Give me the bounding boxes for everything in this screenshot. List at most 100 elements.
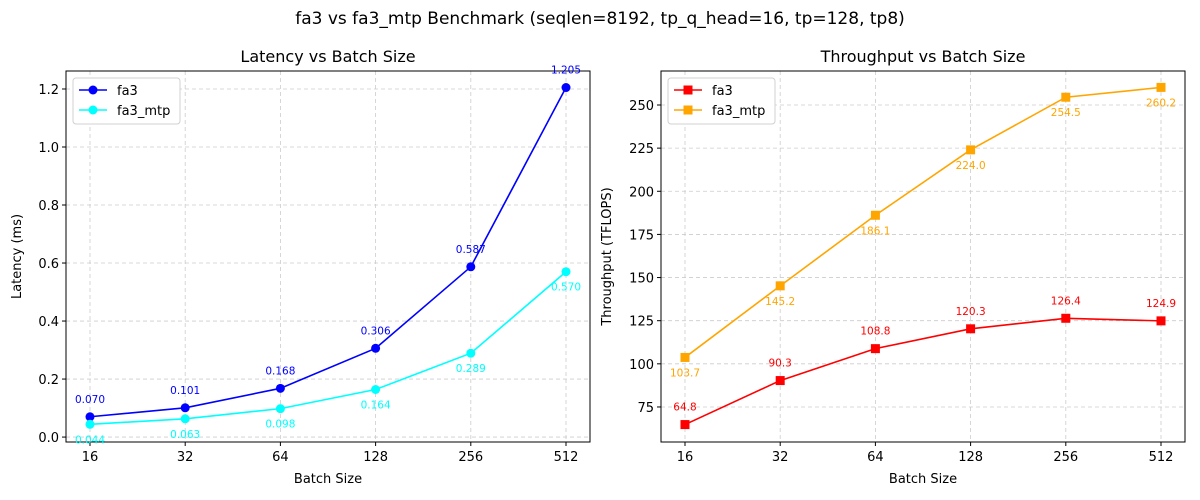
data-label-fa3_mtp: 186.1 [860,225,890,237]
data-point-fa3_mtp [466,348,476,358]
x-tick-label: 64 [272,450,289,465]
x-tick-label: 512 [554,450,579,465]
data-label-fa3: 108.8 [860,326,890,338]
data-point-fa3_mtp [180,414,190,424]
figure-title: fa3 vs fa3_mtp Benchmark (seqlen=8192, t… [295,9,905,29]
data-label-fa3_mtp: 224.0 [956,160,986,172]
y-tick-label: 150 [629,272,654,287]
data-point-fa3 [1156,316,1166,326]
legend-marker-fa3_mtp [683,105,693,115]
axes-frame [660,70,1186,443]
legend: fa3 fa3_mtp [667,77,776,125]
x-tick-label: 32 [772,450,789,465]
legend: fa3 fa3_mtp [72,77,181,125]
y-tick-label: 75 [637,401,654,416]
legend-label-fa3_mtp: fa3_mtp [117,104,170,119]
y-tick-label: 0.0 [38,431,59,446]
data-point-fa3 [371,343,381,353]
x-axis-label: Batch Size [889,472,957,487]
data-point-fa3 [680,420,690,430]
data-label-fa3: 126.4 [1051,295,1081,307]
series-line-fa3_mtp [89,271,567,426]
y-tick-label: 0.6 [38,257,59,272]
data-point-fa3 [561,83,571,93]
data-point-fa3_mtp [275,404,285,414]
chart-title: Latency vs Batch Size [240,47,415,66]
data-label-fa3: 0.101 [170,385,200,397]
data-point-fa3_mtp [966,145,976,155]
data-label-fa3: 90.3 [768,358,791,370]
x-tick-label: 256 [1053,450,1078,465]
data-label-fa3_mtp: 145.2 [765,296,795,308]
data-label-fa3: 120.3 [956,306,986,318]
x-tick-label: 512 [1149,450,1174,465]
y-tick-label: 0.4 [38,315,59,330]
y-tick-label: 200 [629,185,654,200]
data-point-fa3_mtp [85,419,95,429]
data-label-fa3: 0.587 [456,244,486,256]
data-label-fa3_mtp: 0.063 [170,429,200,441]
legend-marker-fa3_mtp [88,105,98,115]
data-point-fa3 [870,344,880,354]
series-line-fa3 [684,317,1162,426]
data-point-fa3_mtp [561,267,571,277]
chart-title: Throughput vs Batch Size [820,47,1026,66]
data-point-fa3_mtp [775,281,785,291]
y-axis-label: Throughput (TFLOPS) [600,187,615,326]
data-point-fa3_mtp [371,384,381,394]
data-point-fa3_mtp [1156,82,1166,92]
y-tick-label: 0.2 [38,373,59,388]
data-point-fa3 [966,324,976,334]
legend-marker-fa3 [88,85,98,95]
data-point-fa3 [180,403,190,413]
data-label-fa3: 0.070 [75,394,105,406]
x-axis-label: Batch Size [294,472,362,487]
data-point-fa3_mtp [870,210,880,220]
x-tick-label: 32 [177,450,194,465]
y-axis-label: Latency (ms) [10,214,25,299]
x-tick-label: 128 [958,450,983,465]
data-point-fa3 [466,262,476,272]
x-tick-label: 256 [458,450,483,465]
data-label-fa3: 64.8 [673,402,696,414]
data-point-fa3_mtp [1061,92,1071,102]
data-label-fa3_mtp: 0.570 [551,282,581,294]
y-tick-label: 0.8 [38,199,59,214]
x-tick-label: 128 [363,450,388,465]
data-label-fa3_mtp: 254.5 [1051,107,1081,119]
data-label-fa3: 1.205 [551,65,581,77]
y-tick-label: 100 [629,358,654,373]
y-tick-label: 1.2 [38,83,59,98]
series-line-fa3_mtp [684,86,1162,359]
legend-marker-fa3 [683,85,693,95]
series-line-fa3 [89,87,567,418]
chart-1: 16 32 64 128 256 512 75 100 125 150 175 200 225 250 Th… [600,47,1186,487]
y-tick-label: 1.0 [38,141,59,156]
y-tick-label: 125 [629,315,654,330]
data-label-fa3: 0.306 [361,325,391,337]
data-label-fa3_mtp: 0.044 [75,434,105,446]
x-tick-label: 16 [677,450,694,465]
y-tick-label: 225 [629,142,654,157]
data-point-fa3 [1061,313,1071,323]
data-point-fa3 [275,383,285,393]
chart-0: 16 32 64 128 256 512 0.0 0.2 0.4 0.6 0.8 1.0 1.2 Late… [10,47,591,487]
y-tick-label: 175 [629,228,654,243]
legend-label-fa3_mtp: fa3_mtp [712,104,765,119]
data-point-fa3 [775,376,785,386]
x-tick-label: 64 [867,450,884,465]
data-label-fa3: 0.168 [265,365,295,377]
data-label-fa3: 124.9 [1146,298,1176,310]
data-point-fa3_mtp [680,352,690,362]
y-tick-label: 250 [629,99,654,114]
x-tick-label: 16 [82,450,99,465]
axes-frame [65,70,591,443]
legend-label-fa3: fa3 [712,84,733,99]
data-label-fa3_mtp: 0.098 [265,419,295,431]
data-label-fa3_mtp: 260.2 [1146,97,1176,109]
data-label-fa3_mtp: 0.164 [361,399,391,411]
data-label-fa3_mtp: 0.289 [456,363,486,375]
data-label-fa3_mtp: 103.7 [670,367,700,379]
